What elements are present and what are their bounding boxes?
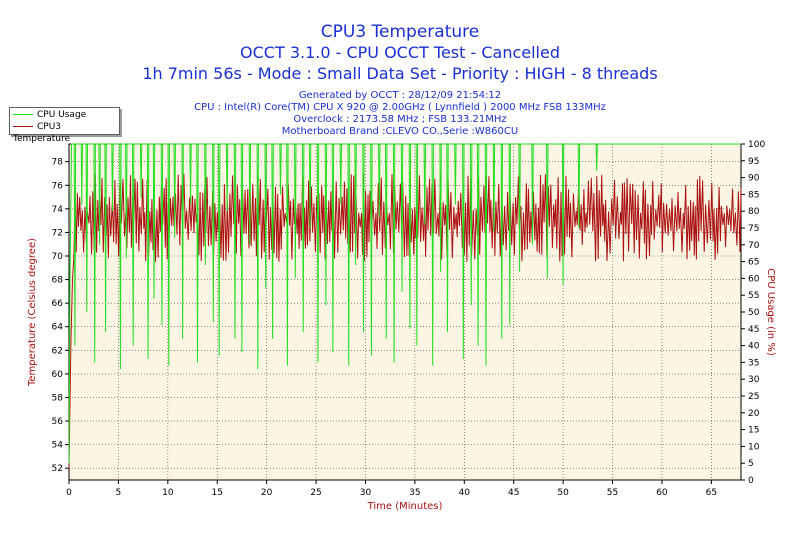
y2-tick-label: 10 — [748, 442, 760, 452]
x-tick-label: 10 — [162, 488, 174, 498]
legend-swatch-red — [13, 126, 33, 127]
y-tick-label: 64 — [52, 323, 64, 333]
x-tick-label: 50 — [557, 488, 569, 498]
y-tick-label: 72 — [52, 228, 63, 238]
y-tick-label: 58 — [52, 393, 64, 403]
y2-tick-label: 20 — [748, 409, 760, 419]
y-tick-label: 60 — [52, 370, 64, 380]
info-motherboard: Motherboard Brand :CLEVO CO.,Serie :W860… — [281, 126, 519, 137]
y2-tick-label: 45 — [748, 325, 759, 335]
y2-tick-label: 50 — [748, 308, 760, 318]
y2-tick-label: 5 — [748, 459, 754, 469]
legend-swatch-green — [13, 114, 33, 115]
legend-label: CPU3 Temperature — [13, 122, 71, 144]
y2-tick-label: 35 — [748, 358, 759, 368]
y2-tick-label: 70 — [748, 241, 760, 251]
x-axis-label: Time (Minutes) — [367, 501, 443, 512]
x-tick-label: 35 — [409, 488, 420, 498]
y2-tick-label: 85 — [748, 190, 759, 200]
info-cpu: CPU : Intel(R) Core(TM) CPU X 920 @ 2.00… — [194, 102, 606, 113]
y2-tick-label: 65 — [748, 258, 759, 268]
x-tick-label: 15 — [212, 488, 223, 498]
legend-entry-cpu3-temperature: CPU3 Temperature — [13, 121, 119, 144]
y-tick-label: 52 — [52, 464, 63, 474]
chart-legend: CPU Usage CPU3 Temperature — [9, 107, 120, 144]
y-tick-label: 76 — [52, 181, 64, 191]
y2-tick-label: 0 — [748, 476, 754, 486]
x-tick-label: 65 — [706, 488, 717, 498]
x-tick-label: 60 — [656, 488, 668, 498]
y2-tick-label: 40 — [748, 342, 760, 352]
y-tick-label: 74 — [52, 205, 64, 215]
series-line-cpu-usage — [68, 143, 741, 464]
y-axis-label: Temperature (Celsius degree) — [27, 238, 38, 387]
chart-subtitle-1: OCCT 3.1.0 - CPU OCCT Test - Cancelled — [240, 43, 560, 62]
y2-tick-label: 90 — [748, 174, 760, 184]
info-overclock: Overclock : 2173.58 MHz ; FSB 133.21MHz — [293, 114, 507, 125]
chart-title: CPU3 Temperature — [320, 22, 480, 42]
x-tick-label: 30 — [360, 488, 372, 498]
chart-subtitle-2: 1h 7min 56s - Mode : Small Data Set - Pr… — [142, 64, 658, 83]
x-tick-label: 55 — [607, 488, 618, 498]
legend-entry-cpu-usage: CPU Usage — [13, 109, 86, 121]
y2-axis-label: CPU Usage (in %) — [765, 268, 776, 356]
y2-tick-label: 30 — [748, 375, 760, 385]
grid-lines — [69, 144, 741, 480]
x-tick-label: 20 — [261, 488, 273, 498]
y2-tick-label: 75 — [748, 224, 759, 234]
axis-ticks: 52 54 56 58 60 62 64 66 68 70 72 74 76 78 0 5 10 15 20 25 30… — [52, 140, 766, 498]
y2-tick-label: 15 — [748, 426, 759, 436]
y-tick-label: 70 — [52, 252, 64, 262]
y2-tick-label: 60 — [748, 274, 760, 284]
y-tick-label: 66 — [52, 299, 64, 309]
y2-tick-label: 95 — [748, 157, 759, 167]
x-tick-label: 0 — [66, 488, 72, 498]
x-tick-label: 40 — [459, 488, 471, 498]
y2-tick-label: 55 — [748, 291, 759, 301]
series-line-cpu3-temperature — [68, 173, 742, 469]
y-tick-label: 68 — [52, 276, 64, 286]
y2-tick-label: 100 — [748, 140, 765, 150]
y-tick-label: 62 — [52, 346, 63, 356]
legend-label: CPU Usage — [37, 110, 87, 120]
y2-tick-label: 25 — [748, 392, 759, 402]
y-tick-label: 78 — [52, 158, 64, 168]
x-tick-label: 5 — [116, 488, 122, 498]
y-tick-label: 56 — [52, 417, 64, 427]
y-tick-label: 54 — [52, 441, 64, 451]
x-tick-label: 25 — [310, 488, 321, 498]
y2-tick-label: 80 — [748, 207, 760, 217]
info-generated: Generated by OCCT : 28/12/09 21:54:12 — [298, 90, 502, 101]
x-tick-label: 45 — [508, 488, 519, 498]
